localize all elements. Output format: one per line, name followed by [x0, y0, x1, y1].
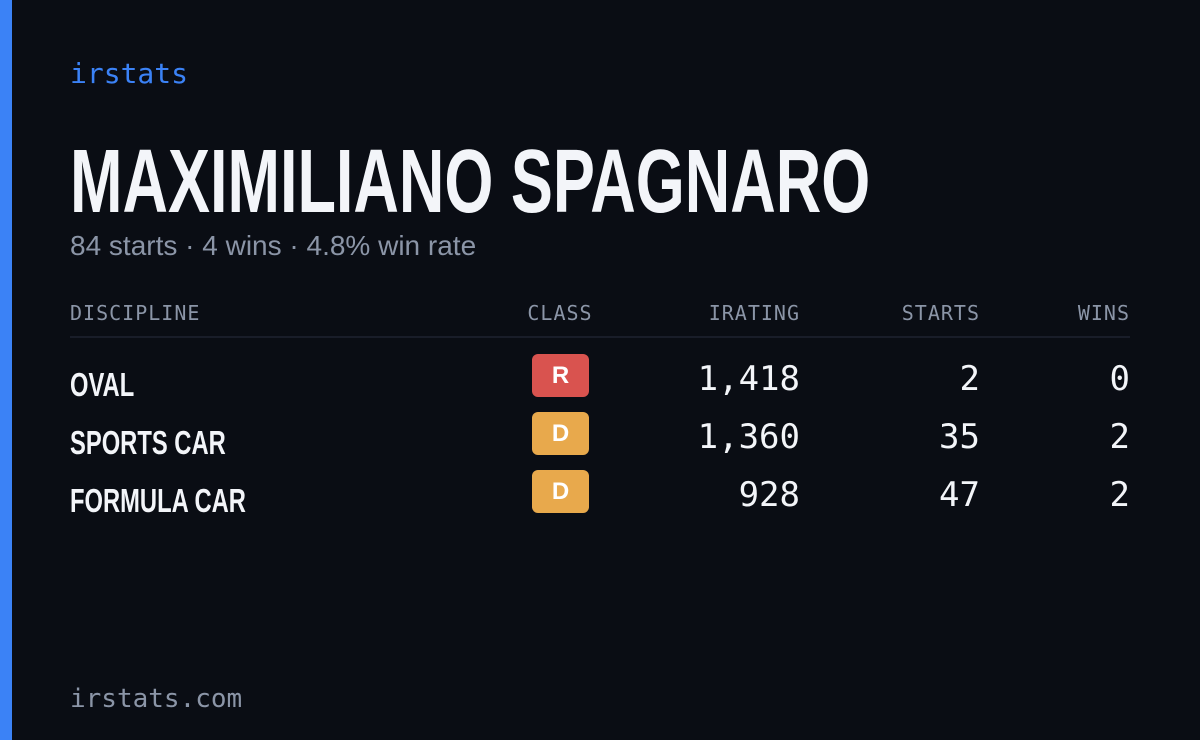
column-header: STARTS [902, 301, 980, 325]
name-group: MAXIMILIANO SPAGNARO [70, 132, 870, 232]
starts: 47 [939, 475, 980, 515]
discipline: FORMULA CAR [70, 483, 246, 520]
irating: 1,418 [698, 359, 800, 399]
class-badge [532, 354, 589, 397]
class-letter: D [552, 478, 569, 505]
irating: 928 [739, 475, 800, 515]
discipline-group: FORMULA CAR [70, 483, 246, 520]
brand: irstats [70, 57, 188, 90]
column-header: WINS [1078, 301, 1130, 325]
table-row: FORMULA CAR D 928 47 2 [70, 470, 1130, 520]
table-row: SPORTS CAR D 1,360 35 2 [70, 412, 1130, 462]
column-header: DISCIPLINE [70, 301, 200, 325]
discipline-group: SPORTS CAR [70, 425, 226, 462]
class-badge [532, 412, 589, 455]
wins: 0 [1110, 359, 1130, 399]
player-summary: 84 starts · 4 wins · 4.8% win rate [70, 230, 476, 261]
class-badge [532, 470, 589, 513]
irating: 1,360 [698, 417, 800, 457]
discipline: SPORTS CAR [70, 425, 226, 462]
footer: irstats.com [70, 684, 242, 714]
discipline: OVAL [70, 367, 134, 404]
wins: 2 [1110, 475, 1130, 515]
starts: 35 [939, 417, 980, 457]
wins: 2 [1110, 417, 1130, 457]
class-letter: R [552, 362, 569, 389]
player-name: MAXIMILIANO SPAGNARO [70, 132, 870, 232]
table: DISCIPLINE CLASS IRATING STARTS WINS OVAL R 1,4… [70, 301, 1130, 520]
column-header: IRATING [709, 301, 800, 325]
discipline-group: OVAL [70, 367, 134, 404]
accent-bar [0, 0, 12, 740]
table-row: OVAL R 1,418 2 0 [70, 354, 1130, 404]
starts: 2 [960, 359, 980, 399]
column-header: CLASS [527, 301, 592, 325]
class-letter: D [552, 420, 569, 447]
